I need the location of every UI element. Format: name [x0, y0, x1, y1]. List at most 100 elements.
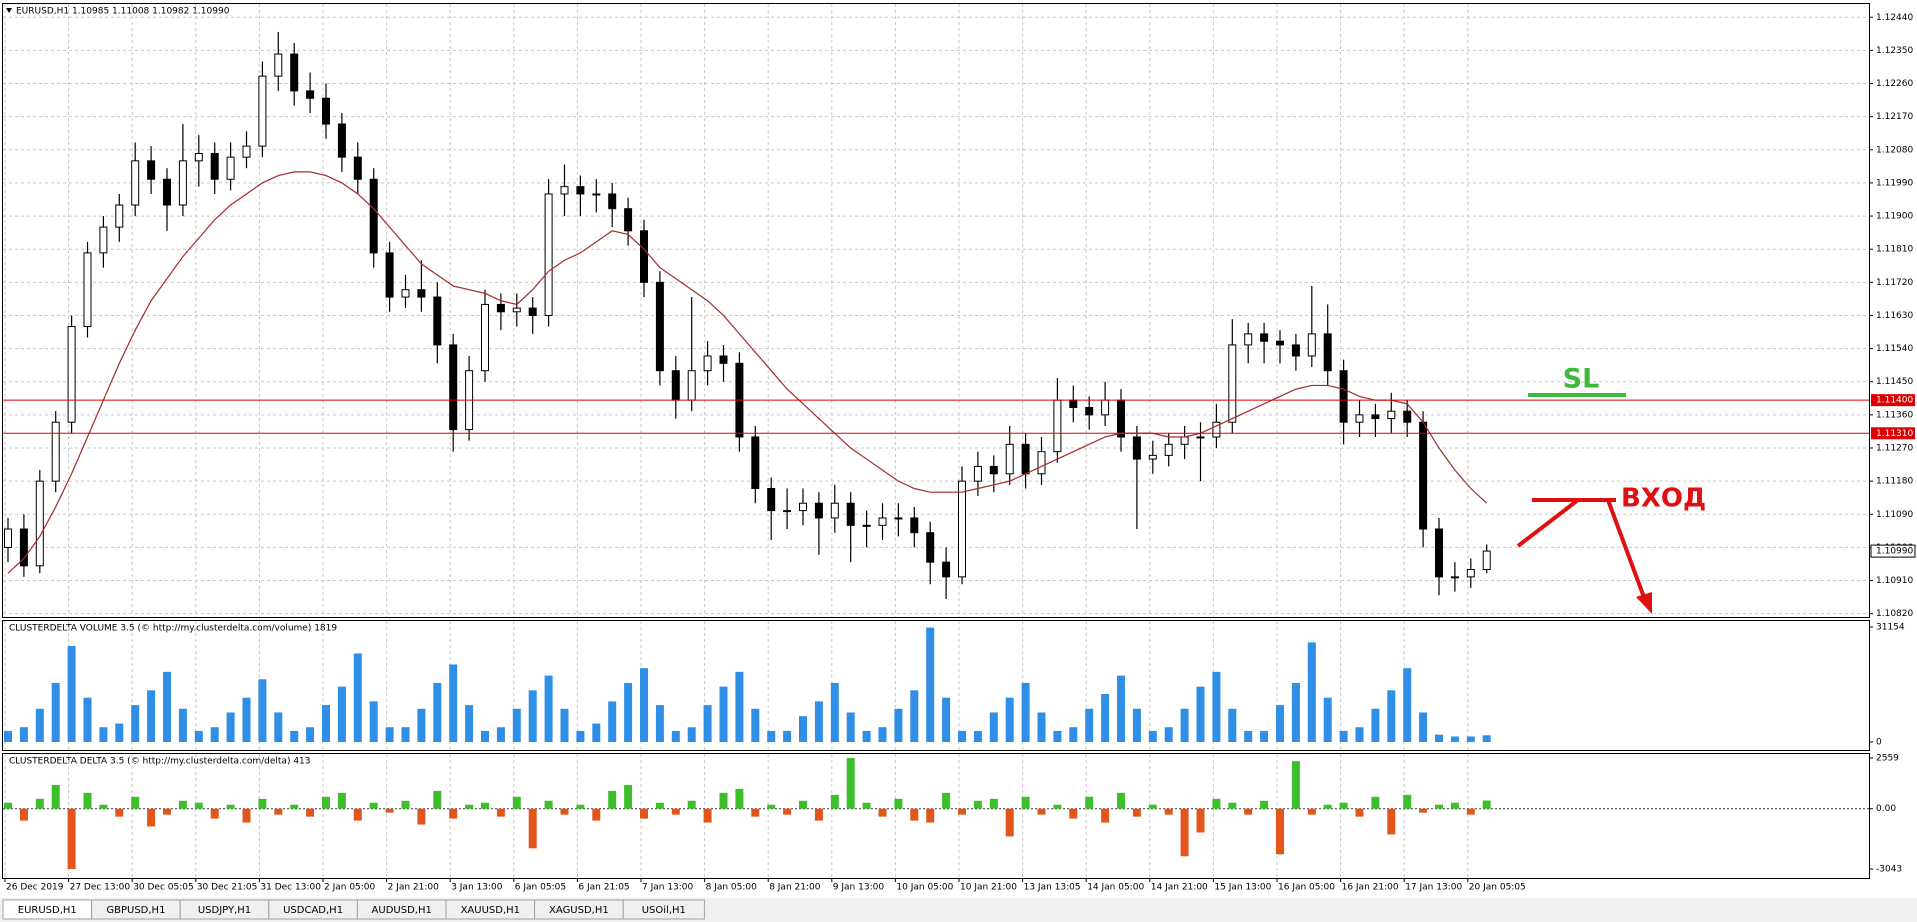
candle-body — [481, 303, 489, 372]
delta-bar — [799, 800, 807, 809]
candle-body — [496, 303, 505, 313]
y-tick-label: 0 — [1876, 738, 1882, 748]
tab-label[interactable]: AUDUSD,H1 — [372, 905, 432, 916]
candle-body — [1403, 410, 1412, 423]
volume-bar — [989, 712, 998, 742]
delta-bar — [958, 808, 966, 815]
volume-bar — [481, 730, 489, 742]
delta-bar — [496, 808, 505, 817]
candle-body — [1164, 443, 1173, 456]
volume-bar — [1148, 730, 1157, 742]
volume-bar — [306, 727, 315, 742]
delta-bar — [194, 802, 203, 809]
x-tick-label: 15 Jan 13:00 — [1214, 883, 1271, 893]
delta-bar — [1466, 808, 1475, 815]
tab-label[interactable]: XAUUSD,H1 — [461, 905, 520, 916]
candle-body — [1228, 344, 1237, 423]
delta-bar — [544, 800, 553, 809]
candle-body — [608, 193, 617, 210]
tab-label[interactable]: EURUSD,H1 — [18, 905, 77, 916]
candle-body — [290, 53, 299, 92]
tab-label[interactable]: USDCAD,H1 — [283, 905, 343, 916]
volume-bar — [1355, 727, 1364, 742]
level-label-box — [1871, 427, 1915, 440]
delta-bar — [560, 808, 569, 815]
tab-label[interactable]: USOil,H1 — [642, 905, 686, 916]
delta-bar — [131, 796, 140, 809]
delta-bar — [51, 784, 60, 809]
candle-body — [799, 502, 807, 512]
volume-pane-frame — [2, 620, 1870, 751]
delta-bar — [1260, 800, 1269, 809]
candle-body — [1085, 407, 1094, 416]
candle-body — [1323, 333, 1332, 372]
volume-bar — [1276, 705, 1284, 742]
delta-bar — [1228, 802, 1237, 809]
candle-body — [1069, 399, 1078, 409]
candle-body — [1371, 414, 1380, 420]
tab-label[interactable]: XAGUSD,H1 — [549, 905, 609, 916]
y-tick-label: 1.12350 — [1876, 46, 1913, 56]
candle-body — [576, 186, 585, 195]
volume-bar — [401, 727, 410, 742]
delta-bar — [1291, 761, 1300, 809]
volume-bar — [735, 671, 744, 742]
volume-bar — [449, 664, 458, 742]
sl-label: SL — [1563, 364, 1600, 395]
delta-bar — [608, 790, 617, 809]
volume-bar — [1037, 712, 1046, 742]
volume-bar — [274, 712, 283, 742]
delta-bar — [67, 808, 76, 869]
delta-bar — [1403, 794, 1412, 809]
delta-bar — [1450, 802, 1459, 809]
candle-body — [958, 480, 966, 578]
x-tick-label: 9 Jan 13:00 — [833, 883, 885, 893]
entry-arrow-up — [1516, 498, 1580, 548]
candle-body — [512, 307, 521, 313]
delta-bar — [846, 758, 855, 809]
candle-body — [544, 193, 553, 316]
delta-bar — [115, 808, 124, 817]
candle-body — [1276, 340, 1284, 346]
y-tick-label: 31154 — [1876, 623, 1905, 633]
delta-bar — [512, 796, 521, 809]
candle-body — [1466, 569, 1475, 578]
y-tick-label: 1.10820 — [1876, 609, 1913, 619]
entry-arrow-down — [1606, 499, 1647, 601]
candle-body — [1387, 410, 1396, 420]
current-price-label: 1.10990 — [1876, 547, 1913, 557]
y-tick-label: 1.11090 — [1876, 510, 1913, 520]
volume-bar — [1117, 675, 1125, 742]
delta-bar — [830, 794, 839, 809]
delta-bar — [767, 804, 776, 809]
tab-label[interactable]: USDJPY,H1 — [198, 905, 251, 916]
candle-body — [1482, 550, 1491, 571]
tab[interactable] — [622, 899, 705, 920]
volume-bar — [576, 730, 585, 742]
volume-bar — [528, 690, 537, 742]
volume-bar — [496, 727, 505, 742]
volume-bar — [1482, 735, 1491, 742]
candle-body — [814, 502, 823, 519]
delta-bar — [655, 802, 664, 809]
delta-bar — [385, 808, 394, 813]
candle-body — [830, 502, 839, 519]
candle-body — [194, 152, 203, 162]
volume-bar — [830, 682, 839, 742]
volume-bar — [942, 697, 951, 742]
tab-label[interactable]: GBPUSD,H1 — [106, 905, 165, 916]
volume-bar — [1164, 727, 1173, 742]
volume-bar — [846, 712, 855, 742]
volume-bar — [1180, 708, 1189, 742]
candle-body — [1132, 436, 1141, 460]
volume-bar — [512, 708, 521, 742]
y-tick-label: 1.11990 — [1876, 178, 1913, 188]
delta-bar — [4, 802, 12, 809]
x-tick-label: 14 Jan 05:00 — [1087, 883, 1144, 893]
delta-pane-frame — [2, 753, 1870, 879]
candle-body — [147, 160, 156, 180]
delta-bar — [322, 796, 330, 809]
volume-bar — [83, 697, 92, 742]
candle-body — [401, 289, 410, 298]
candle-body — [973, 465, 982, 482]
